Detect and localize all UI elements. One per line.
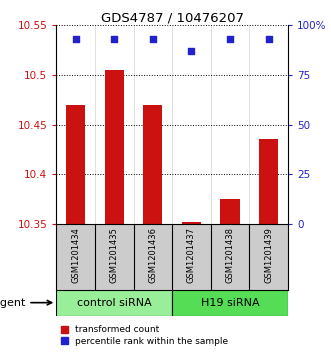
Bar [182, 222, 201, 224]
Bar [105, 70, 124, 224]
Text: H19 siRNA: H19 siRNA [201, 298, 260, 308]
Point [112, 36, 117, 42]
Title: GDS4787 / 10476207: GDS4787 / 10476207 [101, 11, 244, 24]
FancyBboxPatch shape [172, 290, 288, 315]
Bar [259, 139, 278, 224]
Text: agent: agent [0, 298, 52, 308]
Text: GSM1201436: GSM1201436 [148, 227, 157, 283]
FancyBboxPatch shape [56, 290, 172, 315]
Point [266, 36, 271, 42]
Bar [220, 199, 240, 224]
Bar [66, 105, 85, 224]
Point [73, 36, 78, 42]
Bar [143, 105, 163, 224]
Text: GSM1201434: GSM1201434 [71, 227, 80, 283]
Text: control siRNA: control siRNA [77, 298, 152, 308]
Point [189, 48, 194, 54]
Text: GSM1201435: GSM1201435 [110, 227, 119, 283]
Text: GSM1201438: GSM1201438 [225, 227, 235, 283]
Text: GSM1201439: GSM1201439 [264, 227, 273, 283]
Text: GSM1201437: GSM1201437 [187, 227, 196, 283]
Legend: transformed count, percentile rank within the sample: transformed count, percentile rank withi… [61, 325, 228, 346]
Point [150, 36, 156, 42]
Point [227, 36, 233, 42]
